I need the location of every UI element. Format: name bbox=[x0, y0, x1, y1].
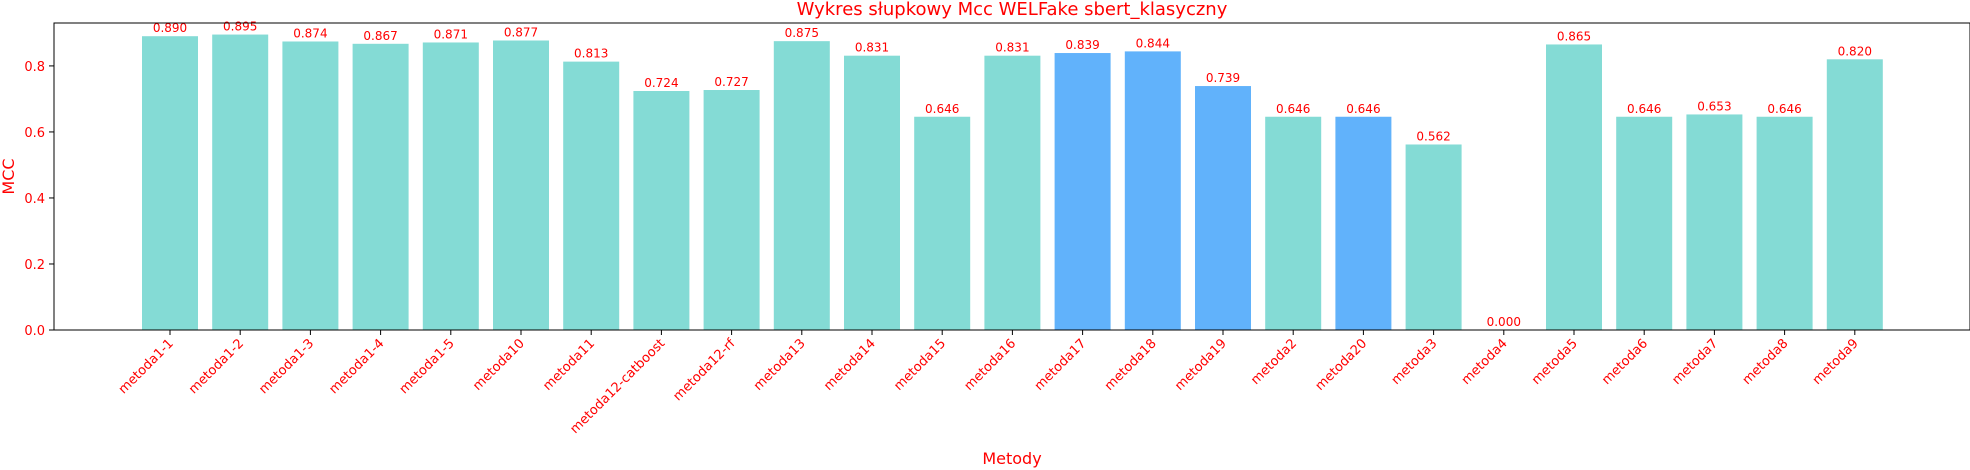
x-tick-label: metoda9 bbox=[1810, 336, 1862, 388]
bar-value-label: 0.646 bbox=[925, 102, 959, 116]
bar-value-label: 0.874 bbox=[293, 26, 327, 40]
y-tick-label: 0.6 bbox=[24, 126, 45, 141]
bar-metoda7 bbox=[1686, 114, 1743, 330]
bar-value-label: 0.813 bbox=[574, 47, 608, 61]
bar-value-label: 0.653 bbox=[1697, 99, 1731, 113]
bar-value-label: 0.890 bbox=[153, 21, 187, 35]
x-tick-label: metoda10 bbox=[470, 336, 528, 394]
bar-metoda12-rf bbox=[703, 90, 760, 330]
bar-value-label: 0.562 bbox=[1416, 129, 1450, 143]
x-tick-label: metoda13 bbox=[751, 336, 809, 394]
chart-title: Wykres słupkowy Mcc WELFake sbert_klasyc… bbox=[797, 0, 1228, 20]
bar-value-label: 0.739 bbox=[1206, 71, 1240, 85]
bar-value-label: 0.646 bbox=[1627, 102, 1661, 116]
bar-metoda14 bbox=[844, 55, 900, 331]
y-tick-label: 0.2 bbox=[24, 258, 45, 273]
bar-metoda1-1 bbox=[142, 36, 198, 331]
x-tick-label: metoda4 bbox=[1459, 336, 1511, 388]
bar-metoda6 bbox=[1616, 116, 1673, 330]
bar-metoda1-3 bbox=[282, 41, 339, 330]
bar-value-label: 0.831 bbox=[855, 41, 889, 55]
x-tick-label: metoda20 bbox=[1313, 336, 1371, 394]
bar-metoda5 bbox=[1546, 44, 1602, 330]
bar-metoda13 bbox=[773, 41, 830, 330]
bar-value-label: 0.000 bbox=[1487, 315, 1521, 329]
x-tick-label: metoda14 bbox=[821, 336, 879, 394]
x-tick-label: metoda17 bbox=[1032, 336, 1090, 394]
bar-value-label: 0.646 bbox=[1346, 102, 1380, 116]
y-tick-label: 0.0 bbox=[24, 324, 45, 339]
bar-metoda20 bbox=[1335, 116, 1392, 330]
y-axis-label: MCC bbox=[0, 158, 18, 194]
x-tick-label: metoda6 bbox=[1599, 336, 1651, 388]
x-tick-label: metoda1-5 bbox=[397, 336, 458, 397]
bar-metoda3 bbox=[1405, 144, 1462, 330]
plot-frame bbox=[53, 22, 1970, 331]
bar-value-label: 0.865 bbox=[1557, 29, 1591, 43]
x-axis: metoda1-1 metoda1-2 metoda1-3 metoda1-4 meto… bbox=[116, 330, 1862, 437]
bar-metoda15 bbox=[914, 116, 971, 330]
x-tick-label: metoda3 bbox=[1389, 336, 1441, 388]
x-tick-label: metoda1-3 bbox=[256, 336, 317, 397]
bar-metoda10 bbox=[493, 40, 549, 330]
bar-value-label: 0.875 bbox=[785, 26, 819, 40]
x-tick-label: metoda2 bbox=[1248, 336, 1300, 388]
bars-group: 0.890 0.895 0.874 0.867 0.871 0.877 0.813 0.724… bbox=[142, 20, 1883, 331]
x-tick-label: metoda1-1 bbox=[116, 336, 177, 397]
bar-value-label: 0.646 bbox=[1276, 102, 1310, 116]
bar-metoda1-4 bbox=[352, 43, 409, 330]
bar-metoda17 bbox=[1054, 53, 1111, 330]
bar-metoda19 bbox=[1195, 86, 1251, 330]
x-axis-label: Metody bbox=[982, 449, 1041, 468]
bar-value-label: 0.877 bbox=[504, 25, 538, 39]
bar-metoda16 bbox=[984, 55, 1041, 331]
x-tick-label: metoda1-2 bbox=[186, 336, 247, 397]
bar-value-label: 0.646 bbox=[1767, 102, 1801, 116]
x-tick-label: metoda11 bbox=[540, 336, 598, 394]
x-tick-label: metoda16 bbox=[962, 336, 1020, 394]
bar-metoda8 bbox=[1756, 116, 1813, 330]
bar-metoda11 bbox=[563, 61, 620, 330]
bar-value-label: 0.820 bbox=[1838, 44, 1872, 58]
bar-metoda1-5 bbox=[422, 42, 479, 330]
bar-value-label: 0.895 bbox=[223, 20, 257, 34]
bar-value-label: 0.867 bbox=[363, 29, 397, 43]
bar-value-label: 0.724 bbox=[644, 76, 678, 90]
x-tick-label: metoda7 bbox=[1669, 336, 1721, 388]
y-tick-label: 0.8 bbox=[24, 60, 45, 75]
bar-value-label: 0.727 bbox=[714, 75, 748, 89]
bar-metoda12-catboost bbox=[633, 91, 690, 330]
bar-metoda18 bbox=[1124, 51, 1181, 330]
x-tick-label: metoda19 bbox=[1172, 336, 1230, 394]
bar-value-label: 0.871 bbox=[434, 27, 468, 41]
bar-metoda1-2 bbox=[212, 34, 269, 330]
x-tick-label: metoda1-4 bbox=[326, 336, 387, 397]
x-tick-label: metoda12-rf bbox=[670, 336, 738, 404]
x-tick-label: metoda5 bbox=[1529, 336, 1581, 388]
y-tick-label: 0.4 bbox=[24, 192, 45, 207]
bar-value-label: 0.844 bbox=[1136, 36, 1170, 50]
bar-metoda9 bbox=[1826, 59, 1883, 330]
bar-value-label: 0.839 bbox=[1065, 38, 1099, 52]
y-axis: 0.0 0.2 0.4 0.6 0.8 bbox=[24, 60, 54, 339]
x-tick-label: metoda18 bbox=[1102, 336, 1160, 394]
bar-metoda2 bbox=[1265, 116, 1322, 330]
x-tick-label: metoda15 bbox=[891, 336, 949, 394]
bar-value-label: 0.831 bbox=[995, 41, 1029, 55]
x-tick-label: metoda8 bbox=[1740, 336, 1792, 388]
